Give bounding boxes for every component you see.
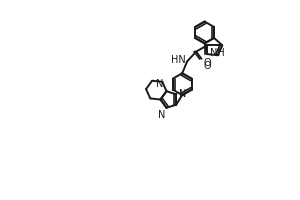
- Text: HN: HN: [171, 55, 186, 65]
- Text: O: O: [204, 61, 212, 71]
- Text: NH: NH: [211, 48, 225, 58]
- Text: N: N: [158, 110, 166, 120]
- Text: N: N: [156, 79, 164, 89]
- Text: N: N: [179, 89, 186, 99]
- Text: O: O: [204, 58, 211, 68]
